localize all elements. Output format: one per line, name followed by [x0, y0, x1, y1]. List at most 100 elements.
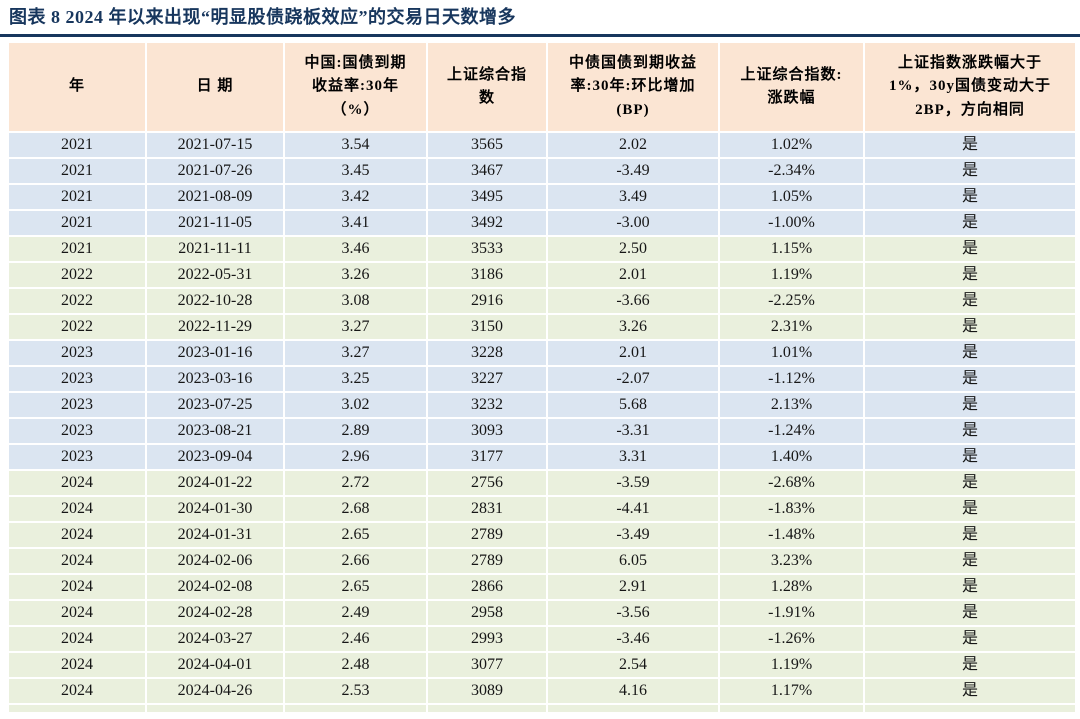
- title-divider: [0, 34, 1080, 37]
- table-cell: 3186: [426, 261, 548, 289]
- table-cell: 是: [863, 443, 1077, 471]
- table-cell: 2023: [7, 417, 147, 445]
- table-cell: 3.02: [283, 391, 428, 419]
- table-cell: 2021-07-26: [145, 157, 285, 185]
- table-cell: 是: [863, 391, 1077, 419]
- table-cell: -1.00%: [718, 209, 865, 237]
- table-cell: -3.59: [546, 469, 720, 497]
- table-cell: 4.16: [546, 677, 720, 705]
- table-cell: 3089: [426, 677, 548, 705]
- table-cell: 2023-07-25: [145, 391, 285, 419]
- table-cell: 是: [863, 469, 1077, 497]
- table-cell: -2.25%: [718, 287, 865, 315]
- table-row: 2024 2024-04-01 2.48 3077 2.54 1.19% 是: [7, 651, 1077, 679]
- table-cell: 2958: [426, 599, 548, 627]
- table-cell: 1.19%: [718, 651, 865, 679]
- table-cell: 2022-05-31: [145, 261, 285, 289]
- table-row: 2024 2024-01-30 2.68 2831 -4.41 -1.83% 是: [7, 495, 1077, 523]
- partial-table-row: [7, 703, 1077, 714]
- table-cell: 2.65: [283, 521, 428, 549]
- table-cell: -4.41: [546, 495, 720, 523]
- table-cell: 3093: [426, 417, 548, 445]
- table-cell: 2023-09-04: [145, 443, 285, 471]
- table-cell: 3492: [426, 209, 548, 237]
- table-cell: 2021-07-15: [145, 131, 285, 159]
- table-cell: 是: [863, 521, 1077, 549]
- table-cell: 是: [863, 677, 1077, 705]
- table-cell: 是: [863, 261, 1077, 289]
- table-cell: -3.46: [546, 625, 720, 653]
- table-cell: [7, 703, 147, 714]
- table-cell: -1.83%: [718, 495, 865, 523]
- table-cell: 3.54: [283, 131, 428, 159]
- table-row: 2022 2022-05-31 3.26 3186 2.01 1.19% 是: [7, 261, 1077, 289]
- table-row: 2024 2024-01-31 2.65 2789 -3.49 -1.48% 是: [7, 521, 1077, 549]
- table-cell: 3533: [426, 235, 548, 263]
- table-row: 2023 2023-01-16 3.27 3228 2.01 1.01% 是: [7, 339, 1077, 367]
- table-cell: 3150: [426, 313, 548, 341]
- table-cell: 2.50: [546, 235, 720, 263]
- table-cell: 2789: [426, 547, 548, 575]
- table-cell: 3232: [426, 391, 548, 419]
- table-row: 2021 2021-07-26 3.45 3467 -3.49 -2.34% 是: [7, 157, 1077, 185]
- table-cell: 2024-02-06: [145, 547, 285, 575]
- table-cell: 2021: [7, 209, 147, 237]
- table-cell: 2021-11-11: [145, 235, 285, 263]
- table-cell: 2.02: [546, 131, 720, 159]
- table-cell: 2024-03-27: [145, 625, 285, 653]
- table-cell: -3.56: [546, 599, 720, 627]
- table-cell: 2024: [7, 651, 147, 679]
- table-row: 2024 2024-01-22 2.72 2756 -3.59 -2.68% 是: [7, 469, 1077, 497]
- table-row: 2023 2023-07-25 3.02 3232 5.68 2.13% 是: [7, 391, 1077, 419]
- table-cell: 2024: [7, 547, 147, 575]
- column-header-5: 上证综合指数: 涨跌幅: [718, 41, 865, 133]
- table-cell: 2.46: [283, 625, 428, 653]
- table-cell: 3.27: [283, 313, 428, 341]
- table-cell: -3.00: [546, 209, 720, 237]
- table-cell: 3227: [426, 365, 548, 393]
- table-cell: 2.89: [283, 417, 428, 445]
- table-cell: 2024: [7, 495, 147, 523]
- table-cell: 3.31: [546, 443, 720, 471]
- table-row: 2021 2021-11-11 3.46 3533 2.50 1.15% 是: [7, 235, 1077, 263]
- table-cell: 3.49: [546, 183, 720, 211]
- column-header-6: 上证指数涨跌幅大于 1%，30y国债变动大于 2BP，方向相同: [863, 41, 1077, 133]
- table-cell: 2.01: [546, 261, 720, 289]
- table-cell: 3565: [426, 131, 548, 159]
- table-cell: 2024: [7, 625, 147, 653]
- table-cell: 2023: [7, 339, 147, 367]
- table-cell: 2023: [7, 391, 147, 419]
- table-cell: 2.01: [546, 339, 720, 367]
- table-cell: 2831: [426, 495, 548, 523]
- table-cell: 3.46: [283, 235, 428, 263]
- table-cell: 1.17%: [718, 677, 865, 705]
- table-cell: 是: [863, 625, 1077, 653]
- table-cell: 2022: [7, 313, 147, 341]
- table-cell: 2.72: [283, 469, 428, 497]
- table-cell: 3077: [426, 651, 548, 679]
- table-cell: 2024: [7, 599, 147, 627]
- table-cell: 3.45: [283, 157, 428, 185]
- column-header-2: 中国:国债到期 收益率:30年 （%）: [283, 41, 428, 133]
- table-row: 2021 2021-07-15 3.54 3565 2.02 1.02% 是: [7, 131, 1077, 159]
- table-cell: 3.26: [283, 261, 428, 289]
- table-cell: -3.31: [546, 417, 720, 445]
- header-row: 年日 期中国:国债到期 收益率:30年 （%） 上证综合指 数中债国债到期收益 率…: [7, 41, 1077, 133]
- table-cell: 2024-01-22: [145, 469, 285, 497]
- table-cell: -3.49: [546, 157, 720, 185]
- table-cell: 是: [863, 131, 1077, 159]
- table-cell: -1.24%: [718, 417, 865, 445]
- table-cell: 2.53: [283, 677, 428, 705]
- table-row: 2023 2023-08-21 2.89 3093 -3.31 -1.24% 是: [7, 417, 1077, 445]
- table-cell: -2.68%: [718, 469, 865, 497]
- table-cell: 2023: [7, 443, 147, 471]
- table-row: 2023 2023-03-16 3.25 3227 -2.07 -1.12% 是: [7, 365, 1077, 393]
- table-cell: 3.27: [283, 339, 428, 367]
- table-cell: 2.31%: [718, 313, 865, 341]
- column-header-1: 日 期: [145, 41, 285, 133]
- table-cell: 5.68: [546, 391, 720, 419]
- data-table: 年日 期中国:国债到期 收益率:30年 （%） 上证综合指 数中债国债到期收益 率…: [7, 41, 1077, 714]
- table-cell: 是: [863, 209, 1077, 237]
- table-cell: -1.12%: [718, 365, 865, 393]
